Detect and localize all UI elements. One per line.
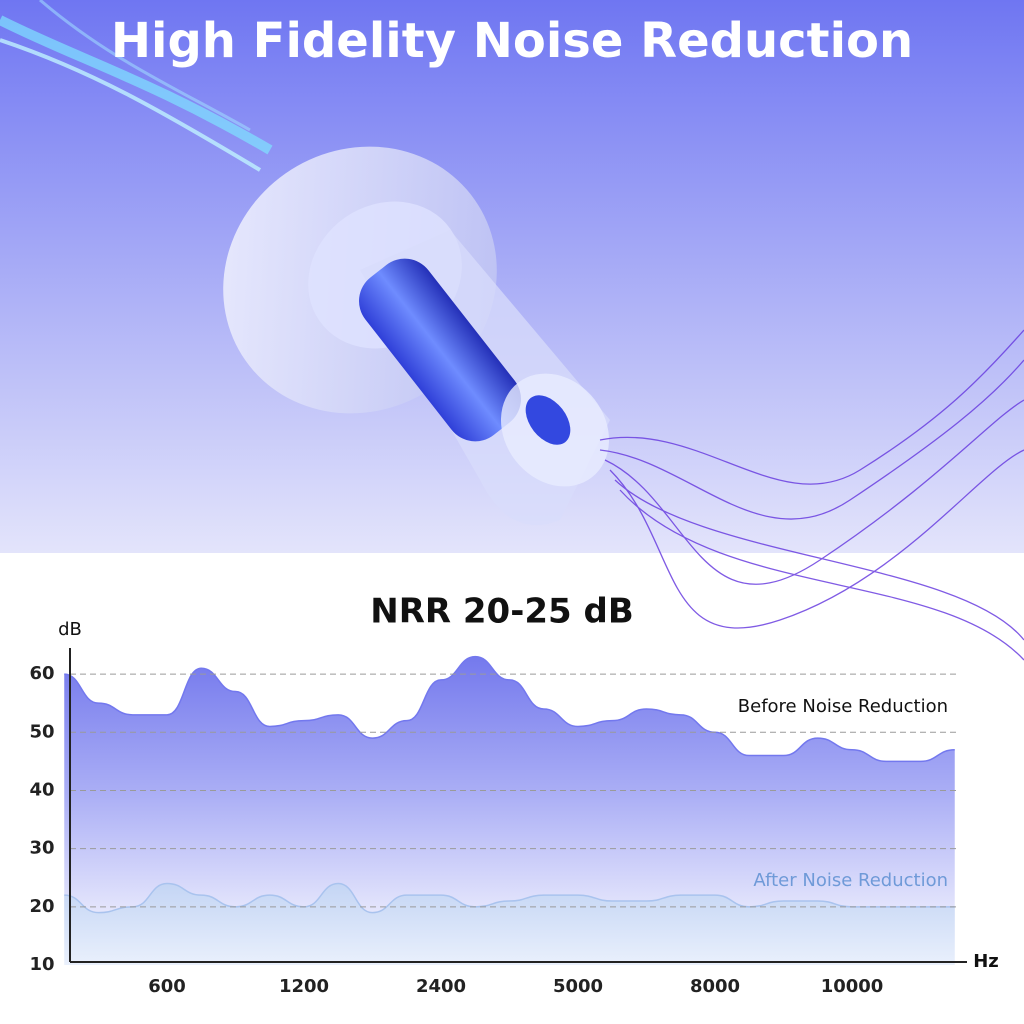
- sound-stream: [0, 0, 273, 172]
- y-tick-label: 30: [29, 838, 54, 859]
- area-line: [64, 655, 955, 763]
- x-tick-label: 8000: [690, 976, 740, 997]
- earplug: [223, 146, 610, 525]
- x-tick-label: 600: [148, 976, 186, 997]
- y-tick-label: 20: [29, 896, 54, 917]
- page-title: High Fidelity Noise Reduction: [111, 13, 913, 69]
- y-tick-label: 60: [29, 663, 54, 684]
- plot: 10 20 30 40 50 60 600 1200 2400 5000 8000 10000 Befo…: [29, 648, 967, 997]
- sound-wave: [599, 329, 1024, 661]
- x-tick-label: 10000: [821, 976, 884, 997]
- chart-title: NRR 20-25 dB: [370, 592, 633, 632]
- y-axis-label: dB: [58, 619, 82, 640]
- x-tick-label: 5000: [553, 976, 603, 997]
- x-tick-label: 1200: [279, 976, 329, 997]
- y-tick-label: 10: [29, 954, 54, 975]
- y-tick-label: 50: [29, 721, 54, 742]
- x-tick-label: 2400: [416, 976, 466, 997]
- series-label: Before Noise Reduction: [738, 696, 948, 717]
- x-axis-label: Hz: [973, 951, 999, 972]
- series-label: After Noise Reduction: [753, 870, 948, 891]
- area-line: [64, 882, 955, 914]
- area-fill: [64, 656, 955, 965]
- y-tick-label: 40: [29, 779, 54, 800]
- area-fill: [64, 883, 955, 965]
